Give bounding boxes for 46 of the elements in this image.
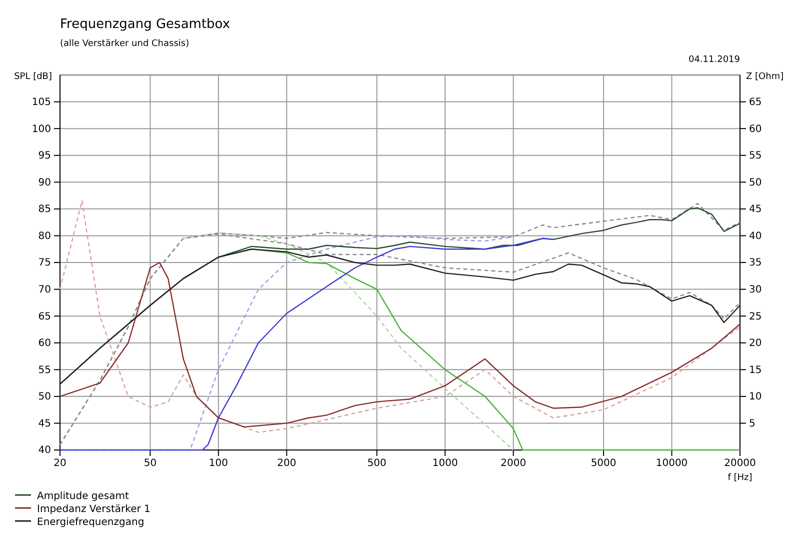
y-tick-label: 80 [38, 230, 51, 242]
y2-tick-label: 10 [749, 392, 762, 403]
y-tick-label: 65 [38, 311, 51, 322]
y-tick-label: 45 [38, 418, 51, 430]
text: 04.11.2019 [688, 55, 740, 65]
x-tick-label: 200 [277, 458, 296, 470]
y-tick-label: 75 [38, 258, 51, 269]
y2-tick-label: 20 [749, 338, 762, 350]
y2-tick-label: 55 [749, 150, 762, 162]
y2-tick-label: 60 [749, 124, 762, 135]
x-tick-label: 1000 [432, 458, 458, 470]
y-tick-label: 85 [38, 204, 51, 216]
legend-label: Impedanz Verstärker 1 [37, 504, 150, 515]
legend-label: Amplitude gesamt [37, 491, 130, 502]
y-tick-label: 40 [38, 445, 51, 456]
y2-tick-label: 65 [749, 96, 762, 108]
y2-tick-label: 45 [749, 204, 762, 216]
y-tick-label: 90 [38, 177, 51, 188]
y-tick-label: 105 [32, 96, 51, 108]
y-tick-label: 70 [38, 284, 51, 296]
y-axis-title: SPL [dB] [14, 72, 52, 82]
x-axis-title: f [Hz] [728, 473, 752, 483]
x-tick-label: 20 [54, 458, 66, 470]
y2-axis-title: Z [Ohm] [746, 72, 784, 82]
y2-tick-label: 15 [749, 364, 762, 376]
x-tick-label: 100 [208, 458, 228, 470]
y2-tick-label: 25 [749, 311, 762, 322]
y-tick-label: 100 [32, 124, 51, 135]
x-tick-label: 500 [367, 458, 386, 470]
chart-title: Frequenzgang Gesamtbox [60, 17, 230, 32]
chart-subtitle: (alle Verstärker und Chassis) [60, 39, 190, 49]
y-tick-label: 95 [38, 150, 51, 162]
y2-tick-label: 30 [749, 284, 762, 296]
x-tick-label: 20000 [724, 458, 756, 470]
legend-label: Energiefrequenzgang [37, 517, 144, 528]
y-tick-label: 55 [38, 364, 51, 376]
x-tick-label: 10000 [656, 458, 688, 470]
y2-tick-label: 35 [749, 258, 762, 269]
y-tick-label: 50 [38, 392, 51, 403]
y-tick-label: 60 [38, 338, 51, 350]
y2-tick-label: 5 [749, 418, 756, 430]
x-tick-label: 2000 [500, 458, 526, 470]
x-tick-label: 50 [144, 458, 157, 470]
y2-tick-label: 50 [749, 177, 762, 188]
y2-tick-label: 40 [749, 230, 762, 242]
x-tick-label: 5000 [590, 458, 616, 470]
